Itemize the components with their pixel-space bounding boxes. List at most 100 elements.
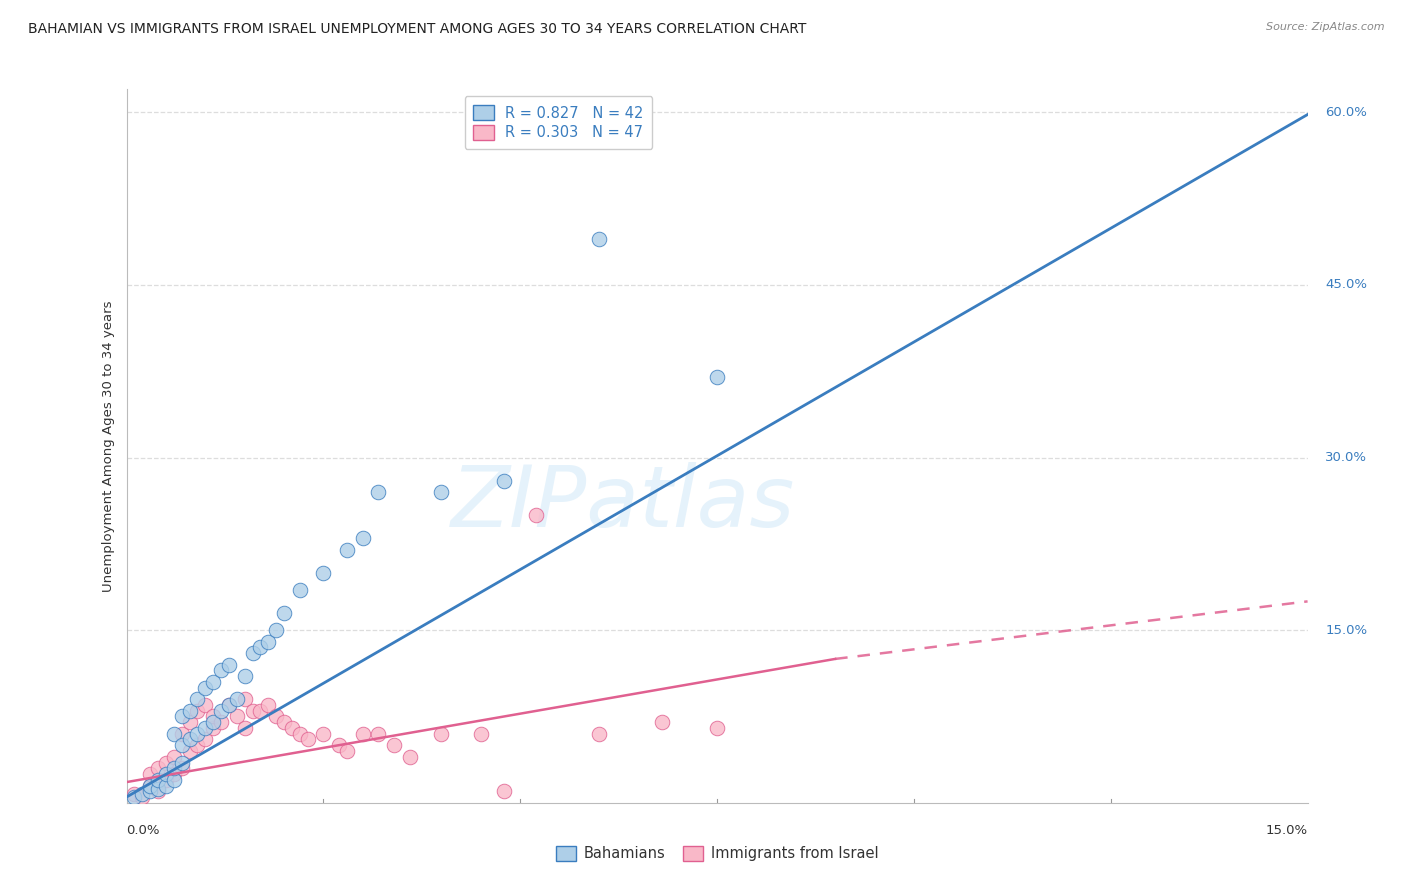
Point [651,715,673,730]
Text: 0.0%: 0.0% [127,824,160,837]
Text: Source: ZipAtlas.com: Source: ZipAtlas.com [1267,22,1385,32]
Point [179,715,201,730]
Text: ZIPatlas: ZIPatlas [450,461,794,545]
Point [186,727,208,741]
Point [155,772,177,787]
Point [430,485,453,500]
Point [336,744,359,758]
Point [312,566,335,580]
Text: 15.0%: 15.0% [1265,824,1308,837]
Point [139,784,162,798]
Point [233,721,256,735]
Point [131,787,153,801]
Point [186,704,208,718]
Point [367,485,389,500]
Point [163,767,186,781]
Point [209,715,232,730]
Point [202,721,225,735]
Point [179,744,201,758]
Point [328,738,350,752]
Point [202,709,225,723]
Legend: Bahamians, Immigrants from Israel: Bahamians, Immigrants from Israel [550,839,884,867]
Point [194,681,217,695]
Point [170,761,193,775]
Text: 30.0%: 30.0% [1326,451,1367,464]
Point [155,767,177,781]
Point [257,634,280,648]
Point [163,749,186,764]
Point [155,779,177,793]
Point [367,727,389,741]
Point [399,749,422,764]
Point [264,709,287,723]
Point [194,732,217,747]
Point [218,698,240,712]
Point [273,606,295,620]
Point [131,790,153,805]
Point [288,727,311,741]
Point [588,232,610,246]
Point [494,784,516,798]
Point [312,727,335,741]
Point [336,542,359,557]
Point [242,704,264,718]
Point [588,727,610,741]
Point [186,692,208,706]
Point [163,727,186,741]
Point [170,756,193,770]
Point [242,646,264,660]
Point [209,704,232,718]
Text: BAHAMIAN VS IMMIGRANTS FROM ISRAEL UNEMPLOYMENT AMONG AGES 30 TO 34 YEARS CORREL: BAHAMIAN VS IMMIGRANTS FROM ISRAEL UNEMP… [28,22,807,37]
Point [170,709,193,723]
Y-axis label: Unemployment Among Ages 30 to 34 years: Unemployment Among Ages 30 to 34 years [103,301,115,591]
Point [146,772,169,787]
Point [179,732,201,747]
Text: 15.0%: 15.0% [1326,624,1368,637]
Point [194,721,217,735]
Point [194,698,217,712]
Point [281,721,304,735]
Point [249,640,271,655]
Point [352,727,374,741]
Point [163,772,186,787]
Point [470,727,492,741]
Point [430,727,453,741]
Point [352,531,374,545]
Point [124,787,146,801]
Point [706,370,728,384]
Point [382,738,405,752]
Point [139,767,162,781]
Point [209,664,232,678]
Point [264,623,287,637]
Point [202,675,225,690]
Point [273,715,295,730]
Point [249,704,271,718]
Point [233,692,256,706]
Point [139,779,162,793]
Point [202,715,225,730]
Point [257,698,280,712]
Point [233,669,256,683]
Point [186,738,208,752]
Point [225,709,247,723]
Point [124,790,146,805]
Text: 45.0%: 45.0% [1326,278,1367,292]
Point [288,582,311,597]
Point [146,784,169,798]
Point [146,782,169,797]
Point [170,738,193,752]
Point [218,698,240,712]
Point [139,779,162,793]
Point [218,657,240,672]
Text: 60.0%: 60.0% [1326,106,1367,119]
Point [706,721,728,735]
Point [163,761,186,775]
Point [179,704,201,718]
Point [170,727,193,741]
Point [225,692,247,706]
Point [155,756,177,770]
Point [494,474,516,488]
Point [146,761,169,775]
Point [297,732,319,747]
Point [524,508,547,522]
